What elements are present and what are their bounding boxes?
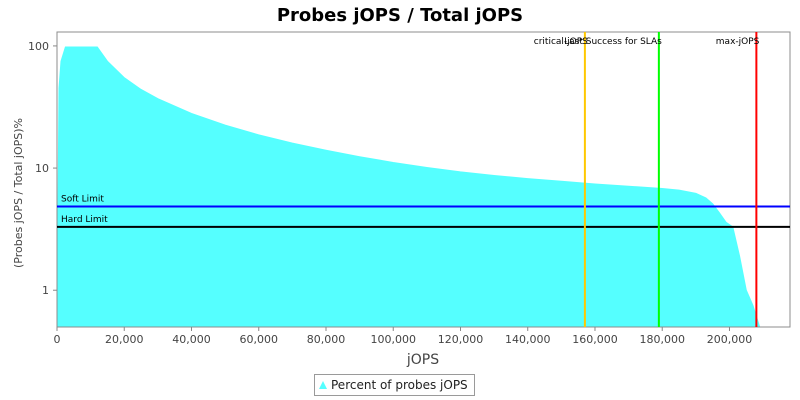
chart-title: Probes jOPS / Total jOPS: [277, 5, 523, 26]
y-tick-label-0: 1: [42, 284, 49, 297]
x-tick-label-6: 120,000: [438, 333, 484, 346]
vline-label-2: max-jOPS: [716, 37, 760, 47]
x-axis-label: jOPS: [406, 352, 439, 368]
y-axis: 1 10 100: [28, 40, 57, 297]
x-tick-label-7: 140,000: [505, 333, 551, 346]
plot-frame: [56, 31, 791, 328]
x-tick-label-2: 40,000: [172, 333, 211, 346]
hline-label-1: Hard Limit: [61, 215, 108, 225]
x-tick-label-4: 80,000: [307, 333, 346, 346]
legend: Percent of probes jOPS: [314, 374, 475, 396]
vline-label-0: critical-jOPS: [534, 37, 588, 47]
y-tick-label-1: 10: [35, 162, 49, 175]
x-tick-label-9: 180,000: [639, 333, 685, 346]
legend-label: Percent of probes jOPS: [331, 378, 468, 392]
y-axis-label: (Probes jOPS / Total jOPS)%: [12, 118, 25, 268]
x-axis: 0 20,000 40,000 60,000 80,000 100,000 120,000 1…: [54, 327, 753, 346]
x-tick-label-5: 100,000: [370, 333, 416, 346]
x-tick-label-10: 200,000: [707, 333, 753, 346]
legend-swatch: [319, 381, 327, 389]
x-tick-label-8: 160,000: [572, 333, 618, 346]
x-tick-label-1: 20,000: [105, 333, 144, 346]
hline-label-0: Soft Limit: [61, 194, 104, 204]
x-tick-label-3: 60,000: [239, 333, 278, 346]
vline-label-1: Last Success for SLAs: [564, 37, 662, 47]
area-series-0: [57, 47, 784, 327]
x-tick-label-0: 0: [54, 333, 61, 346]
y-tick-label-2: 100: [28, 40, 49, 53]
